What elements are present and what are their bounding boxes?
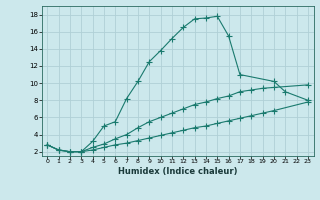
X-axis label: Humidex (Indice chaleur): Humidex (Indice chaleur) bbox=[118, 167, 237, 176]
